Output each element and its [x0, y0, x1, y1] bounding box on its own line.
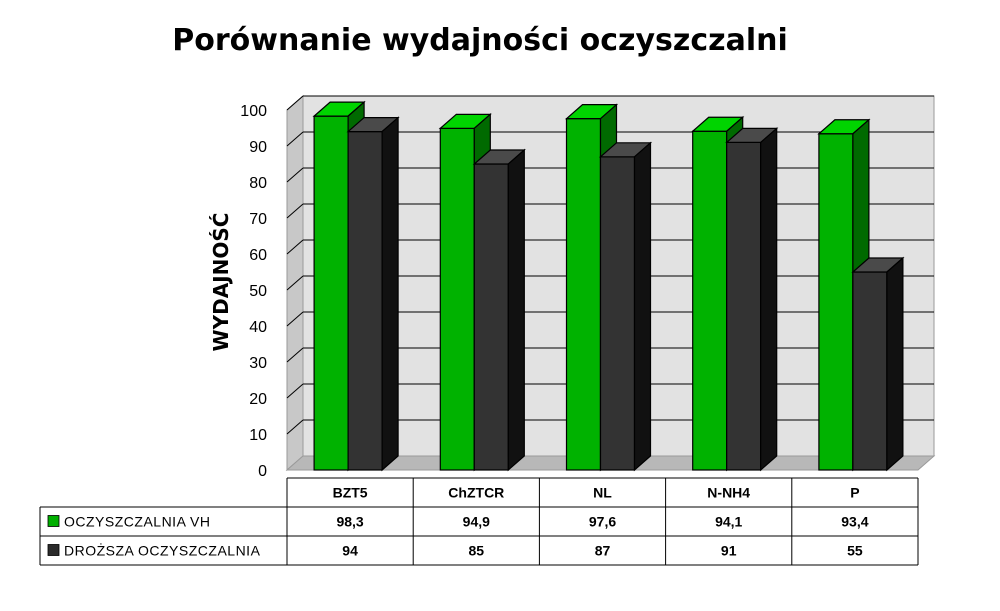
- gridline-side: [286, 419, 304, 435]
- legend-label: OCZYSZCZALNIA VH: [64, 514, 210, 530]
- y-tick-label: 30: [249, 355, 267, 372]
- gridline-side: [286, 167, 304, 183]
- gridline-side: [286, 275, 304, 291]
- data-label: 85: [469, 543, 485, 559]
- data-label: 94,9: [463, 514, 490, 530]
- data-label: 94: [342, 543, 358, 559]
- legend-swatch: [47, 515, 60, 527]
- bar-front: [347, 131, 383, 471]
- x-tick-label: P: [850, 485, 859, 501]
- bar-side: [507, 148, 525, 472]
- y-tick-label: 80: [249, 175, 267, 192]
- bar-side: [633, 141, 652, 472]
- bar-front: [473, 163, 509, 471]
- data-label: 93,4: [841, 514, 868, 530]
- bars: [312, 100, 905, 472]
- data-label: 91: [721, 543, 737, 559]
- gridline-side: [286, 347, 304, 363]
- gridline-side: [286, 311, 304, 327]
- bar-side: [381, 116, 399, 472]
- data-table: BZT5 ChZTCR NL N-NH4 P OCZYSZCZALNIA VH 98,3 94…: [39, 477, 919, 566]
- y-axis-label: WYDAJNOŚĆ: [209, 213, 233, 352]
- bar-front: [313, 115, 349, 471]
- bar: [346, 116, 400, 472]
- data-label: 94,1: [715, 514, 742, 530]
- bar-front: [439, 127, 475, 471]
- chart-title: Porównanie wydajności oczyszczalni: [172, 23, 788, 58]
- bar-front: [726, 141, 762, 471]
- bar-front: [692, 130, 728, 471]
- y-tick-label: 50: [249, 283, 267, 300]
- data-label: 87: [595, 543, 611, 559]
- bar: [851, 256, 905, 472]
- y-tick-label: 40: [249, 319, 267, 336]
- bar-front: [565, 118, 602, 471]
- x-tick-label: NL: [593, 485, 612, 501]
- data-label: 55: [847, 543, 863, 559]
- y-axis-ticks: 0 10 20 30 40 50 60 70 80 90 100: [240, 103, 267, 480]
- bar-front: [599, 156, 636, 471]
- bar-front: [818, 133, 854, 471]
- y-tick-label: 70: [249, 211, 267, 228]
- x-tick-label: ChZTCR: [448, 485, 504, 501]
- gridline-side: [286, 203, 304, 219]
- y-tick-label: 90: [249, 139, 267, 156]
- gridline-side: [286, 239, 304, 255]
- data-label: 98,3: [336, 514, 363, 530]
- bar: [598, 141, 653, 472]
- bar-side: [886, 256, 904, 472]
- y-tick-label: 60: [249, 247, 267, 264]
- gridline-side: [286, 383, 304, 399]
- bar-side: [760, 127, 778, 472]
- x-tick-label: BZT5: [333, 485, 368, 501]
- legend-label: DROŻSZA OCZYSZCZALNIA: [64, 542, 261, 559]
- y-tick-label: 20: [249, 391, 267, 408]
- data-label: 97,6: [589, 514, 616, 530]
- gridline-side: [286, 131, 304, 147]
- y-tick-label: 100: [240, 103, 267, 120]
- legend-swatch: [47, 544, 60, 556]
- bar: [725, 127, 779, 472]
- bar-front: [852, 271, 888, 471]
- y-tick-label: 10: [249, 427, 267, 444]
- bar: [472, 148, 526, 472]
- gridline-side: [286, 95, 304, 111]
- x-tick-label: N-NH4: [707, 485, 750, 501]
- y-tick-label: 0: [258, 463, 267, 480]
